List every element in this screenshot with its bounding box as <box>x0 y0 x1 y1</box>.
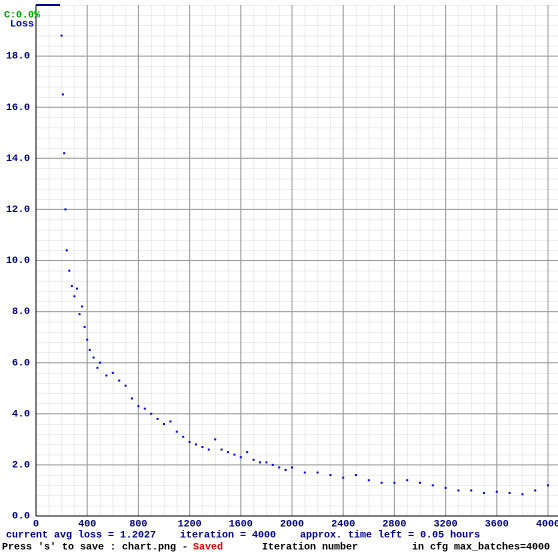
loss-point <box>207 448 210 451</box>
loss-point <box>265 461 268 464</box>
loss-point <box>150 412 153 415</box>
loss-point <box>137 405 140 408</box>
x-tick-label: 3600 <box>485 520 509 531</box>
loss-point <box>419 481 421 484</box>
loss-point <box>303 471 306 474</box>
loss-point <box>355 474 357 477</box>
loss-point <box>278 466 281 469</box>
loss-point <box>495 490 498 493</box>
accuracy-label: C:0.0% <box>4 11 40 22</box>
x-tick-label: 800 <box>129 520 147 531</box>
loss-point <box>220 448 223 451</box>
loss-point <box>534 489 537 492</box>
loss-point <box>188 440 191 443</box>
loss-point <box>70 285 73 288</box>
y-tick-label: 16.0 <box>6 103 30 114</box>
loss-point <box>78 313 81 316</box>
max-batches: in cfg max_batches=4000 <box>412 542 550 554</box>
loss-point <box>156 417 159 420</box>
loss-point <box>214 438 217 441</box>
loss-point <box>201 446 204 449</box>
x-tick-label: 1600 <box>229 520 253 531</box>
loss-point <box>342 476 345 479</box>
loss-point <box>73 295 76 298</box>
x-tick-label: 3200 <box>434 520 458 531</box>
status-line: current avg loss = 1.2027 iteration = 40… <box>6 530 480 542</box>
loss-point <box>470 489 473 492</box>
loss-point <box>521 493 524 496</box>
loss-point <box>367 479 370 482</box>
y-tick-label: 4.0 <box>12 409 30 420</box>
loss-point <box>68 269 71 272</box>
loss-point <box>163 423 165 426</box>
loss-point <box>83 325 86 328</box>
save-prompt: Press 's' to save : chart.png - <box>2 542 194 554</box>
x-tick-label: 400 <box>78 520 96 531</box>
x-tick-label: 2800 <box>382 520 406 531</box>
loss-point <box>259 461 261 464</box>
loss-point <box>316 471 319 474</box>
loss-point <box>63 152 66 155</box>
loss-point <box>99 361 101 364</box>
loss-point <box>233 453 236 456</box>
y-tick-label: 12.0 <box>6 205 30 216</box>
x-tick-label: 0 <box>33 520 39 531</box>
x-tick-label: 2400 <box>331 520 355 531</box>
y-tick-label: 0.0 <box>12 512 30 523</box>
loss-point <box>457 489 460 492</box>
x-axis-label: Iteration number <box>262 542 358 554</box>
loss-point <box>246 451 249 454</box>
loss-point <box>105 374 108 377</box>
y-tick-label: 6.0 <box>12 358 30 369</box>
loss-point <box>291 466 293 469</box>
loss-point <box>86 338 89 341</box>
loss-point <box>81 305 84 308</box>
y-tick-label: 14.0 <box>6 154 30 165</box>
loss-point <box>118 379 121 382</box>
loss-point <box>131 397 133 400</box>
loss-point <box>175 430 178 433</box>
loss-point <box>92 356 95 359</box>
loss-point <box>431 484 434 487</box>
loss-point <box>96 366 99 369</box>
loss-point <box>143 407 146 410</box>
loss-point <box>60 34 63 37</box>
loss-point <box>406 479 409 482</box>
x-tick-label: 4000 <box>536 520 558 531</box>
loss-point <box>88 348 91 351</box>
loss-point <box>483 492 485 495</box>
loss-point <box>227 451 229 454</box>
loss-point <box>182 435 185 438</box>
loss-point <box>64 208 67 211</box>
loss-point <box>329 474 332 477</box>
loss-point <box>239 456 242 459</box>
loss-point <box>284 469 287 472</box>
x-tick-label: 1200 <box>178 520 202 531</box>
loss-point <box>111 371 114 374</box>
x-tick-label: 2000 <box>280 520 304 531</box>
loss-point <box>393 481 396 484</box>
y-tick-label: 10.0 <box>6 256 30 267</box>
y-axis-label: Loss <box>10 20 34 31</box>
loss-point <box>61 93 64 96</box>
loss-point <box>169 420 172 423</box>
loss-point <box>75 287 78 290</box>
loss-point <box>195 443 197 446</box>
save-state: Saved <box>193 542 223 554</box>
y-tick-label: 8.0 <box>12 307 30 318</box>
loss-point <box>444 486 447 489</box>
loss-point <box>65 249 68 252</box>
y-tick-label: 2.0 <box>12 461 30 472</box>
loss-point <box>547 484 549 487</box>
loss-point <box>380 481 383 484</box>
y-tick-label: 18.0 <box>6 52 30 63</box>
loss-point <box>252 458 255 461</box>
loss-point <box>508 492 511 495</box>
loss-point <box>271 463 274 466</box>
loss-point <box>124 384 127 387</box>
